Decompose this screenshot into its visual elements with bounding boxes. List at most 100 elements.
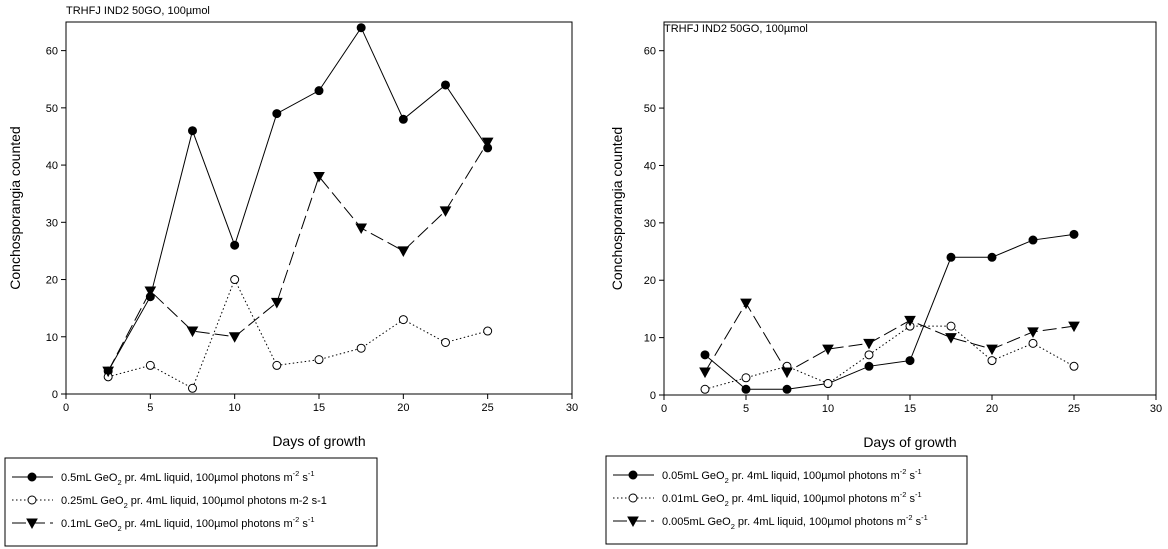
data-point [1069,229,1079,239]
data-point [356,343,366,353]
x-tick-label: 15 [904,403,916,415]
legend-marker [628,493,638,503]
y-tick-label: 60 [644,46,656,58]
data-point [1027,327,1039,338]
x-tick-label: 30 [1150,403,1162,415]
data-point [1028,235,1038,245]
data-point [102,366,115,378]
data-point [313,172,325,183]
data-point [481,137,494,149]
data-point [272,360,282,370]
series-line [107,141,489,372]
y-tick-label: 0 [650,390,656,402]
legend-box [605,455,968,545]
plot-frame [663,21,1157,396]
x-tick-label: 5 [743,403,749,415]
data-point [986,344,998,356]
data-point [946,252,956,262]
data-point [398,315,408,325]
x-tick-label: 25 [482,402,494,414]
series-3 [102,137,494,378]
x-axis-label: Days of growth [272,433,365,449]
data-point [1069,361,1079,371]
legend-entry: 0.5mL GeO2 pr. 4mL liquid, 100µmol photo… [12,469,315,487]
y-tick-label: 50 [644,103,656,115]
data-point [144,286,157,298]
legend: 0.5mL GeO2 pr. 4mL liquid, 100µmol photo… [4,457,378,547]
x-tick-label: 0 [661,403,667,415]
y-tick-label: 40 [46,160,58,172]
data-point [398,114,408,124]
data-point [700,350,710,360]
data-point [864,361,874,371]
y-tick-label: 20 [46,275,58,287]
series-2 [700,321,1079,394]
y-axis-label: Conchosporangia counted [609,127,625,290]
x-tick-label: 10 [822,403,834,415]
legend-marker [628,470,638,480]
series-1 [103,23,493,376]
legend-marker [627,516,639,528]
data-point [439,206,452,217]
data-point [740,298,752,310]
series-line [704,302,1075,373]
series-line [704,233,1075,390]
legend-label: 0.05mL GeO2 pr. 4mL liquid, 100µmol phot… [662,467,922,485]
data-point [314,355,324,365]
data-point [397,246,410,257]
x-tick-label: 0 [63,402,69,414]
data-point [272,109,282,119]
data-point [741,384,751,394]
data-point [228,332,241,343]
legend-entry: 0.25mL GeO2 pr. 4mL liquid, 100µmol phot… [12,495,327,510]
y-tick-label: 30 [46,217,58,229]
plot-frame [65,21,573,395]
y-tick-label: 60 [46,46,58,58]
data-point [823,379,833,389]
data-point [188,126,197,136]
data-point [863,338,875,350]
series-1 [700,229,1079,394]
legend-marker [27,472,37,482]
legend-entry: 0.1mL GeO2 pr. 4mL liquid, 100µmol photo… [12,515,315,533]
series-line [108,278,488,389]
data-point [356,23,366,33]
series-2 [103,275,493,393]
data-point [987,252,997,262]
legend-marker [26,518,38,530]
data-point [987,356,997,366]
x-tick-label: 20 [986,403,998,415]
y-axis-label: Conchosporangia counted [7,126,23,289]
x-tick-label: 20 [397,402,409,414]
data-point [186,326,199,338]
data-point [905,356,915,366]
data-point [822,344,834,356]
legend-label: 0.1mL GeO2 pr. 4mL liquid, 100µmol photo… [61,515,315,533]
chart-2: TRHFJ IND2 50GO, 100µmol 0 5 10 15 20 25 30 0 10 2… [605,21,1162,545]
legend-entry: 0.01mL GeO2 pr. 4mL liquid, 100µmol phot… [613,490,922,508]
series-line [704,325,1075,390]
data-point [1028,338,1038,348]
data-point [782,384,792,394]
series-3 [699,298,1080,379]
data-point [904,315,916,327]
data-point [699,367,711,379]
x-tick-label: 10 [229,402,241,414]
legend-label: 0.25mL GeO2 pr. 4mL liquid, 100µmol phot… [61,495,327,510]
series-line [107,26,489,372]
data-point [741,373,751,383]
data-point [188,383,197,393]
data-point [864,350,874,360]
data-point [483,326,493,336]
y-tick-label: 10 [644,333,656,345]
data-point [781,367,793,379]
data-point [1068,321,1080,333]
data-point [355,223,368,235]
legend-label: 0.005mL GeO2 pr. 4mL liquid, 100µmol pho… [662,513,928,531]
data-point [230,240,240,250]
legend-entry: 0.005mL GeO2 pr. 4mL liquid, 100µmol pho… [613,513,928,531]
x-tick-label: 5 [147,402,153,414]
data-point [145,360,155,370]
legend-label: 0.5mL GeO2 pr. 4mL liquid, 100µmol photo… [61,469,315,487]
